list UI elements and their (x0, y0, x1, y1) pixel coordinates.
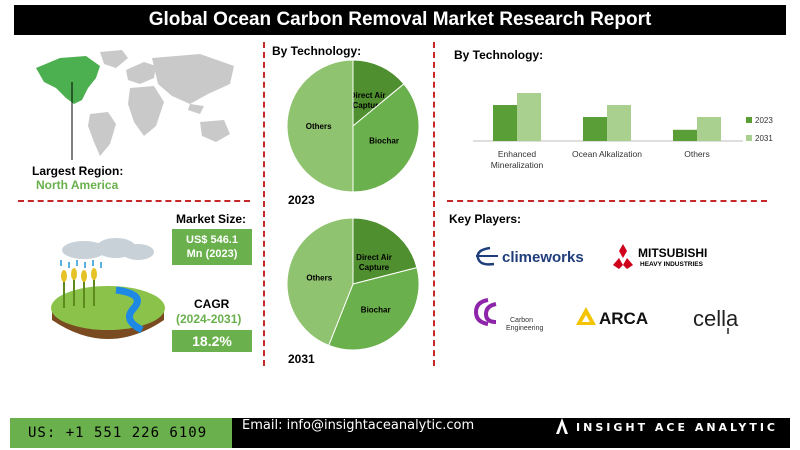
cagr-label: CAGR (194, 297, 230, 311)
pie-2023-label-others: Others (306, 122, 332, 131)
footer-brand: INSIGHT ACE ANALYTIC (556, 418, 778, 434)
pie-2031-label-biochar: Biochar (361, 306, 391, 315)
arca-text: ARCA (599, 309, 648, 328)
pie-2031-slice-others (286, 217, 354, 347)
carbon-engineering-text-1: Carbon (510, 317, 533, 324)
bar-2031-others (697, 117, 721, 141)
south-america-shape (88, 112, 116, 156)
footer-brand-text: INSIGHT ACE ANALYTIC (576, 421, 778, 434)
river-shape (115, 286, 144, 334)
asia-shape (152, 54, 234, 104)
insight-ace-logo-icon (556, 418, 569, 434)
carbon-engineering-text-2: Engineering (506, 325, 543, 332)
divider-right-horizontal (447, 200, 767, 202)
southeast-asia-shape (188, 104, 204, 114)
pie-chart-2023: Direct Air Capture Biochar Others (286, 59, 420, 193)
pie-2031-label-others: Others (306, 274, 332, 283)
cagr-value: 18.2% (192, 333, 232, 349)
greenland-shape (100, 50, 128, 68)
legend-swatch-2031 (746, 135, 752, 141)
cagr-value-box: 18.2% (172, 330, 252, 352)
climeworks-logo: climeworks (476, 246, 584, 266)
footer-email[interactable]: Email: info@insightaceanalytic.com (242, 418, 475, 433)
middle-technology-heading: By Technology: (272, 44, 362, 58)
cella-text: cella (693, 306, 739, 331)
pie-2031-label-direct-air-capture: Direct Air Capture (356, 253, 392, 272)
pie-2023-label-direct-air-capture: Direct Air Capture (350, 91, 386, 110)
largest-region-value: North America (36, 178, 119, 192)
mitsubishi-subtext: HEAVY INDUSTRIES (640, 261, 704, 268)
bar-category-label-2: Others (684, 149, 710, 159)
pie-chart-2031: Direct Air Capture Biochar Others (286, 217, 420, 351)
arca-logo: ARCA (576, 307, 648, 328)
bar-2023-enhanced-mineralization (493, 105, 517, 141)
bar-2031-ocean-alkalization (607, 105, 631, 141)
three-diamonds-icon (613, 244, 633, 269)
grass-field (51, 286, 165, 330)
bar-category-label-0: Enhanced Mineralization (491, 149, 544, 170)
divider-left (263, 42, 265, 366)
market-size-line1: US$ 546.1 (186, 234, 238, 246)
market-size-label: Market Size: (176, 212, 247, 226)
bar-2023-ocean-alkalization (583, 117, 607, 141)
mitsubishi-text: MITSUBISHI (638, 246, 707, 260)
market-size-line2: Mn (2023) (186, 248, 238, 260)
cella-logo: cella (693, 306, 739, 334)
carbon-engineering-icon (473, 298, 497, 326)
pie-2023-year: 2023 (288, 193, 315, 207)
largest-region-label: Largest Region: (32, 164, 124, 178)
landscape-illustration (51, 238, 165, 339)
report-title: Global Ocean Carbon Removal Market Resea… (14, 5, 786, 35)
divider-right (433, 42, 435, 366)
climeworks-text: climeworks (502, 249, 584, 266)
mitsubishi-logo: MITSUBISHI HEAVY INDUSTRIES (613, 244, 707, 269)
bar-chart: Enhanced Mineralization Ocean Alkalization… (473, 93, 773, 170)
bar-2023-others (673, 129, 697, 141)
footer-bar: Email: info@insightaceanalytic.com INSIG… (232, 418, 790, 448)
bar-category-label-1: Ocean Alkalization (572, 149, 642, 159)
pie-2031-slice-biochar (328, 266, 420, 351)
australia-shape (200, 120, 230, 142)
pie-2023-label-biochar: Biochar (369, 137, 399, 146)
cloud-shape (62, 241, 106, 259)
pie-2031-slice-direct-air-capture (352, 217, 418, 285)
climeworks-swirl-icon (476, 246, 498, 266)
divider-left-horizontal (18, 200, 250, 202)
europe-shape (126, 62, 156, 84)
pie-2023-slice-biochar (352, 83, 420, 193)
bar-2031-enhanced-mineralization (517, 93, 541, 141)
rain-drops (60, 260, 102, 268)
right-technology-heading: By Technology: (454, 48, 544, 62)
key-players-heading: Key Players: (449, 212, 522, 226)
legend-swatch-2023 (746, 117, 752, 123)
pie-2023-slice-others (286, 59, 354, 193)
soil-base (52, 310, 164, 339)
legend-label-2031: 2031 (755, 134, 773, 143)
arca-triangle-icon (576, 307, 596, 325)
world-map (36, 50, 234, 160)
cagr-period: (2024-2031) (176, 312, 242, 326)
legend-label-2023: 2023 (755, 116, 773, 125)
carbon-engineering-logo: Carbon Engineering (473, 298, 543, 332)
north-america-shape (36, 56, 100, 104)
pie-2023-slice-direct-air-capture (352, 59, 405, 128)
market-size-box: US$ 546.1 Mn (2023) (172, 229, 252, 265)
pie-2031-year: 2031 (288, 352, 315, 366)
footer-phone: US: +1 551 226 6109 (10, 418, 232, 448)
africa-shape (128, 86, 164, 136)
